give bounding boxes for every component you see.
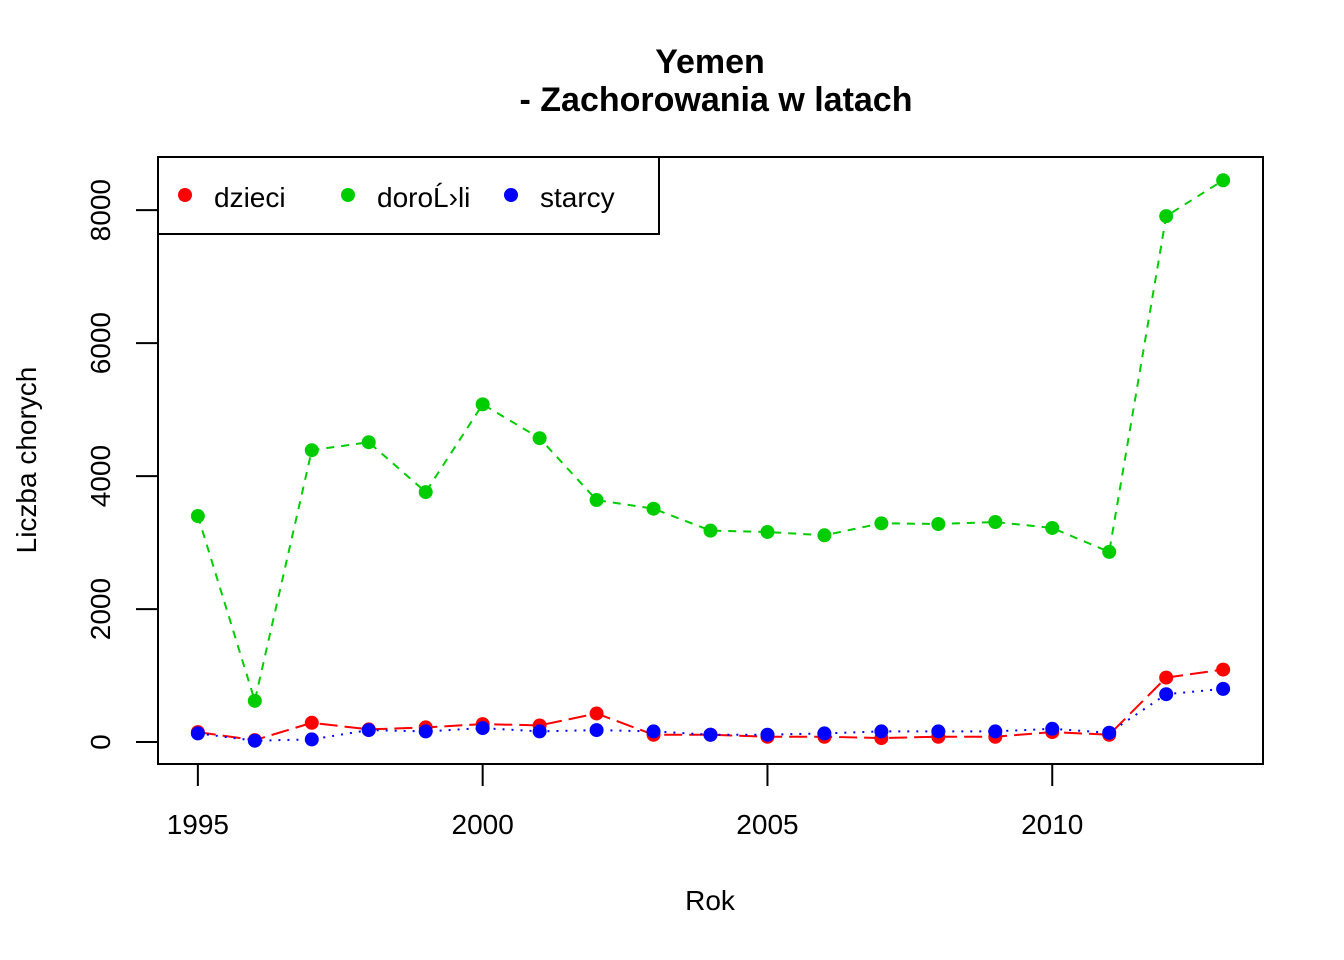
data-point (361, 723, 376, 738)
y-tick-label: 0 (85, 734, 116, 750)
data-point (874, 516, 889, 531)
data-point (190, 509, 205, 524)
series-2 (190, 173, 1231, 708)
legend-marker (504, 188, 518, 202)
y-axis-label: Liczba chorych (11, 367, 42, 554)
chart-title-line-1: Yemen (655, 43, 765, 81)
data-point (247, 733, 262, 748)
y-tick-label: 8000 (85, 179, 116, 241)
data-point (703, 727, 718, 742)
data-point (304, 443, 319, 458)
legend-marker (341, 188, 355, 202)
data-point (1102, 544, 1117, 559)
data-point (1159, 670, 1174, 685)
legend-label: dzieci (214, 182, 286, 213)
data-point (190, 726, 205, 741)
data-point (589, 723, 604, 738)
data-point (475, 397, 490, 412)
x-tick-label: 1995 (167, 809, 229, 840)
data-point (1216, 681, 1231, 696)
data-point (760, 524, 775, 539)
data-point (931, 724, 946, 739)
data-point (1102, 725, 1117, 740)
series-3 (190, 681, 1231, 748)
data-point (532, 724, 547, 739)
legend: dzieci doroĹ›li starcy (157, 156, 660, 235)
data-point (418, 485, 433, 500)
chart-title-line-2: - Zachorowania w latach (520, 81, 913, 119)
data-point (1045, 520, 1060, 535)
data-point (703, 523, 718, 538)
data-point (931, 516, 946, 531)
legend-box (157, 156, 660, 235)
data-point (304, 715, 319, 730)
data-point (1216, 173, 1231, 188)
data-point (1159, 687, 1174, 702)
legend-marker (178, 188, 192, 202)
data-point (874, 724, 889, 739)
data-point (304, 732, 319, 747)
data-point (589, 493, 604, 508)
x-axis-label: Rok (685, 885, 736, 916)
series-line (196, 179, 1224, 705)
data-point (589, 706, 604, 721)
series-layer (190, 173, 1231, 748)
data-point (646, 724, 661, 739)
y-tick-label: 4000 (85, 445, 116, 507)
y-axis: 0 2000 4000 6000 8000 (85, 179, 159, 750)
legend-label: starcy (540, 182, 615, 213)
y-tick-label: 6000 (85, 312, 116, 374)
data-point (1216, 662, 1231, 677)
data-point (817, 528, 832, 543)
data-point (988, 514, 1003, 529)
data-point (532, 431, 547, 446)
plot-box (157, 156, 1264, 765)
data-point (760, 727, 775, 742)
data-point (1159, 209, 1174, 224)
data-point (247, 693, 262, 708)
x-axis: 1995 2000 2005 2010 (167, 763, 1083, 840)
x-tick-label: 2010 (1021, 809, 1083, 840)
y-tick-label: 2000 (85, 578, 116, 640)
x-tick-label: 2000 (452, 809, 514, 840)
x-tick-label: 2005 (736, 809, 798, 840)
data-point (361, 435, 376, 450)
data-point (475, 721, 490, 736)
data-point (646, 501, 661, 516)
data-point (988, 724, 1003, 739)
data-point (1045, 721, 1060, 736)
data-point (418, 724, 433, 739)
legend-label: doroĹ›li (377, 182, 470, 213)
data-point (817, 726, 832, 741)
